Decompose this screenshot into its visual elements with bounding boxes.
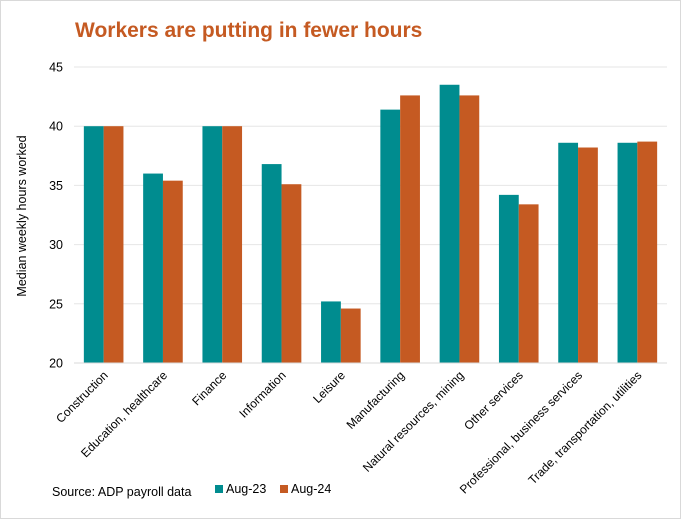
y-tick-label: 30 — [49, 238, 63, 252]
y-axis-ticks: 20 25 30 35 40 45 — [49, 61, 63, 371]
bar-aug-24-5 — [400, 95, 420, 363]
bar-aug-24-3 — [281, 184, 302, 363]
y-tick-label: 20 — [49, 357, 63, 371]
legend-label: Aug-23 — [226, 482, 266, 496]
bar-aug-24-1 — [162, 180, 183, 363]
category-label: Manufacturing — [344, 368, 408, 432]
bar-aug-24-4 — [340, 308, 361, 363]
bar-aug-23-1 — [143, 173, 163, 363]
category-label: Trade, transportation, utilities — [525, 368, 644, 487]
legend-label: Aug-24 — [291, 482, 331, 496]
bar-aug-23-8 — [558, 142, 579, 363]
legend-swatch-aug-23 — [215, 485, 223, 493]
bar-aug-23-3 — [261, 164, 282, 363]
y-tick-label: 35 — [49, 179, 63, 193]
bar-aug-24-7 — [518, 204, 539, 363]
category-label: Natural resources, mining — [360, 368, 467, 475]
bars — [83, 84, 658, 364]
source-note: Source: ADP payroll data — [52, 485, 191, 499]
bar-aug-24-2 — [222, 126, 243, 363]
y-tick-label: 25 — [49, 297, 63, 311]
chart-title: Workers are putting in fewer hours — [75, 19, 423, 42]
bar-aug-23-5 — [380, 109, 401, 364]
bar-aug-23-0 — [83, 126, 104, 363]
bar-aug-24-0 — [103, 126, 124, 363]
bar-aug-24-6 — [459, 95, 480, 363]
bar-aug-23-9 — [617, 142, 638, 363]
bar-aug-23-6 — [439, 84, 460, 363]
legend: Aug-23 Aug-24 — [215, 482, 331, 496]
category-label: Information — [236, 368, 288, 420]
category-label: Professional, business services — [457, 368, 585, 496]
bar-aug-23-7 — [498, 194, 519, 363]
category-label: Other services — [461, 368, 526, 433]
bar-aug-23-4 — [321, 301, 341, 363]
y-tick-label: 45 — [49, 61, 63, 75]
legend-swatch-aug-24 — [280, 485, 288, 493]
bar-aug-24-8 — [578, 147, 598, 363]
category-label: Finance — [189, 368, 229, 408]
y-axis-label: Median weekly hours worked — [15, 135, 29, 296]
category-label: Construction — [53, 368, 111, 426]
bar-aug-23-2 — [202, 126, 223, 363]
category-label: Leisure — [310, 368, 348, 406]
y-tick-label: 40 — [49, 120, 63, 134]
bar-aug-24-9 — [637, 141, 658, 363]
